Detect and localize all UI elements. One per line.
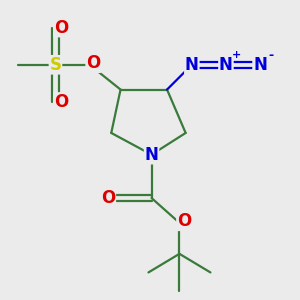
Text: O: O [54, 93, 68, 111]
Text: N: N [145, 146, 158, 164]
Text: S: S [50, 56, 61, 74]
Text: O: O [177, 212, 191, 230]
Text: O: O [101, 189, 115, 207]
Text: -: - [268, 49, 273, 62]
Text: N: N [219, 56, 233, 74]
Text: N: N [253, 56, 267, 74]
Text: +: + [232, 50, 242, 61]
Text: O: O [54, 19, 68, 37]
Text: N: N [185, 56, 199, 74]
Text: O: O [86, 54, 100, 72]
